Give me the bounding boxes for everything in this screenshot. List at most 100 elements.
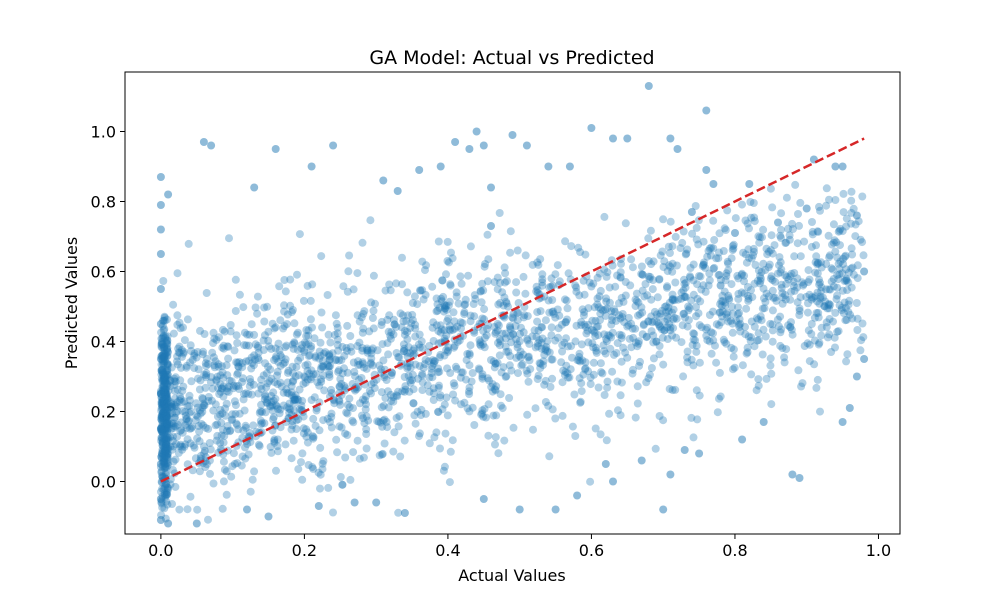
dense-point — [345, 394, 354, 403]
data-point — [372, 498, 381, 507]
dense-point — [403, 328, 412, 336]
dense-point — [546, 382, 555, 391]
dense-point — [678, 238, 687, 247]
dense-point — [178, 407, 187, 416]
dense-point — [696, 297, 705, 306]
dense-point — [484, 255, 493, 264]
dense-point — [417, 405, 426, 414]
dense-point — [695, 272, 704, 280]
dense-point — [479, 340, 487, 349]
dense-point — [340, 364, 348, 373]
dense-point — [836, 241, 844, 250]
dense-point — [329, 508, 337, 517]
dense-point — [169, 457, 178, 466]
dense-point — [160, 401, 169, 410]
dense-point — [187, 377, 196, 386]
dense-point — [842, 214, 851, 223]
dense-point — [237, 461, 246, 470]
dense-point — [483, 230, 492, 239]
dense-point — [688, 229, 697, 238]
dense-point — [699, 237, 708, 246]
dense-point — [398, 253, 406, 262]
dense-point — [647, 364, 656, 372]
dense-point — [466, 311, 475, 320]
dense-point — [221, 411, 230, 420]
dense-point — [245, 428, 254, 437]
dense-point — [288, 421, 297, 430]
dense-point — [262, 398, 271, 407]
dense-point — [167, 363, 176, 372]
dense-point — [644, 257, 653, 265]
dense-point — [291, 372, 300, 381]
data-point — [838, 418, 847, 426]
dense-point — [386, 286, 395, 295]
dense-point — [350, 367, 359, 376]
dense-point — [405, 387, 414, 396]
dense-point — [332, 355, 341, 364]
dense-point — [158, 412, 167, 421]
dense-point — [204, 360, 213, 369]
dense-point — [300, 346, 309, 355]
dense-point — [159, 333, 168, 342]
dense-point — [608, 312, 617, 321]
dense-point — [790, 286, 799, 295]
dense-point — [223, 422, 232, 430]
dense-point — [761, 297, 770, 306]
dense-point — [262, 383, 271, 392]
dense-point — [813, 375, 822, 384]
dense-point — [490, 278, 499, 287]
dense-point — [260, 317, 269, 326]
dense-point — [168, 437, 177, 445]
dense-point — [727, 254, 736, 263]
dense-point — [728, 246, 737, 255]
dense-point — [380, 415, 389, 424]
dense-point — [362, 400, 370, 409]
dense-point — [731, 214, 740, 223]
dense-point — [163, 417, 172, 426]
dense-point — [338, 342, 347, 351]
dense-point — [475, 336, 484, 345]
dense-point — [414, 340, 423, 349]
dense-point — [354, 361, 363, 369]
dense-point — [506, 248, 515, 257]
dense-point — [212, 436, 221, 445]
dense-point — [502, 299, 511, 308]
dense-point — [772, 296, 781, 305]
dense-point — [582, 329, 591, 338]
dense-point — [160, 443, 169, 452]
dense-point — [317, 252, 326, 261]
dense-point — [293, 270, 301, 279]
dense-point — [506, 332, 515, 340]
dense-point — [288, 377, 297, 386]
dense-point — [264, 336, 273, 345]
dense-point — [178, 352, 186, 361]
dense-point — [440, 326, 449, 335]
dense-point — [224, 342, 233, 351]
dense-point — [729, 365, 737, 374]
dense-point — [303, 360, 312, 369]
dense-point — [160, 504, 169, 513]
dense-point — [182, 423, 191, 432]
dense-point — [723, 308, 732, 317]
dense-point — [435, 353, 444, 362]
dense-point — [538, 323, 547, 332]
dense-point — [224, 382, 233, 391]
dense-point — [494, 338, 502, 347]
dense-point — [287, 454, 296, 463]
dense-point — [491, 433, 500, 442]
dense-point — [621, 278, 630, 286]
dense-point — [423, 381, 432, 390]
dense-point — [538, 275, 547, 284]
dense-point — [169, 300, 178, 309]
dense-point — [167, 402, 176, 411]
dense-point — [579, 276, 588, 285]
dense-point — [173, 385, 182, 394]
dense-point — [846, 310, 855, 319]
dense-point — [491, 359, 500, 368]
dense-point — [647, 312, 656, 321]
dense-point — [190, 349, 199, 358]
dense-point — [277, 382, 286, 391]
dense-point — [332, 435, 341, 444]
dense-point — [847, 283, 856, 292]
dense-point — [657, 306, 666, 315]
